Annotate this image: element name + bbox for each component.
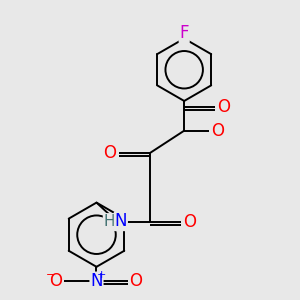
Text: H: H xyxy=(103,214,115,229)
Text: O: O xyxy=(103,144,116,162)
Text: O: O xyxy=(217,98,230,116)
Text: O: O xyxy=(50,272,63,290)
Text: N: N xyxy=(115,212,127,230)
Text: F: F xyxy=(179,24,189,42)
Text: +: + xyxy=(97,270,106,280)
Text: O: O xyxy=(130,272,142,290)
Text: N: N xyxy=(90,272,103,290)
Text: O: O xyxy=(211,122,224,140)
Text: −: − xyxy=(45,270,55,280)
Text: O: O xyxy=(184,213,196,231)
